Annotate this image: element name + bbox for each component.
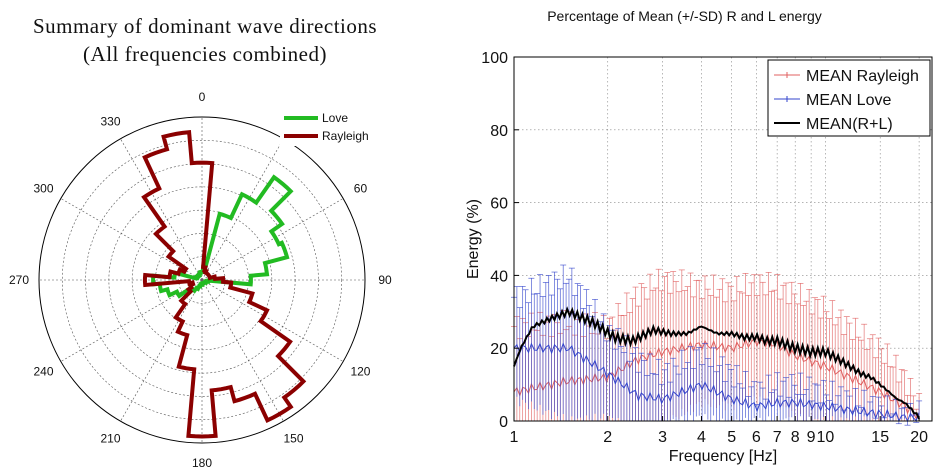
polar-spoke [60, 198, 203, 281]
x-tick-label: 9 [807, 429, 816, 446]
legend-label: MEAN Love [806, 92, 891, 109]
polar-angle-label: 150 [283, 431, 303, 445]
y-axis-label: Energy (%) [465, 199, 482, 279]
polar-angle-label: 240 [34, 365, 54, 379]
energy-legend: MEAN Rayleigh MEAN Love MEAN(R+L) [767, 59, 931, 137]
x-tick-label: 1 [510, 429, 519, 446]
polar-angle-label: 180 [192, 456, 212, 469]
energy-chart-title: Percentage of Mean (+/-SD) R and L energ… [547, 8, 822, 24]
polar-series-rayleigh [141, 129, 307, 439]
polar-chart-subtitle: (All frequencies combined) [83, 42, 327, 66]
polar-angle-label: 0 [199, 90, 206, 104]
polar-legend: Love Rayleigh [280, 108, 380, 146]
energy-chart-panel: Percentage of Mean (+/-SD) R and L energ… [430, 0, 939, 469]
x-tick-label: 8 [791, 429, 800, 446]
polar-angle-label: 270 [9, 273, 29, 287]
polar-angle-label: 120 [350, 365, 370, 379]
x-tick-label: 10 [816, 429, 834, 446]
polar-spoke [201, 198, 344, 281]
energy-chart: 0 20 40 60 80 100 1 2 3 4 5 6 7 8 9 10 15 20 Frequency [Hz… [465, 50, 933, 465]
plot-frame [513, 56, 933, 422]
y-tick-label: 20 [490, 341, 508, 358]
legend-label: MEAN(R+L) [806, 116, 893, 133]
polar-series-love [151, 174, 294, 299]
polar-spoke [120, 279, 203, 422]
y-tick-label: 80 [490, 123, 508, 140]
legend-label-rayleigh: Rayleigh [322, 129, 369, 143]
legend-label: MEAN Rayleigh [806, 68, 919, 85]
polar-spoke [60, 279, 203, 362]
x-tick-label: 5 [727, 429, 736, 446]
polar-angle-label: 300 [34, 182, 54, 196]
polar-chart-panel: Summary of dominant wave directions (All… [0, 0, 430, 469]
polar-angle-label: 90 [378, 273, 392, 287]
polar-spoke [201, 279, 344, 362]
x-tick-label: 2 [603, 429, 612, 446]
polar-angle-label: 210 [100, 431, 120, 445]
polar-chart-title: Summary of dominant wave directions [32, 14, 378, 38]
polar-angle-label: 60 [354, 182, 368, 196]
x-tick-label: 15 [871, 429, 889, 446]
series-mean-love [511, 264, 923, 426]
legend-label-love: Love [322, 111, 348, 125]
x-tick-label: 3 [658, 429, 667, 446]
polar-spoke [201, 279, 284, 422]
y-tick-label: 0 [499, 414, 508, 431]
y-tick-label: 100 [481, 50, 508, 67]
mean-line [513, 342, 920, 423]
polar-grid-ring [61, 139, 343, 421]
x-tick-label: 20 [910, 429, 928, 446]
polar-spoke [201, 138, 284, 281]
x-tick-label: 4 [697, 429, 706, 446]
polar-legend-bg [280, 108, 380, 146]
polar-angle-label: 330 [100, 115, 120, 129]
polar-spoke [120, 138, 203, 281]
polar-grid-ring [155, 233, 249, 327]
x-axis-label: Frequency [Hz] [669, 448, 777, 465]
y-tick-label: 40 [490, 268, 508, 285]
series-mean-r-plus-l [513, 306, 921, 420]
polar-chart: 0306090120150180210240270300330LoveRayle… [9, 90, 392, 469]
x-tick-label: 7 [773, 429, 782, 446]
y-tick-label: 60 [490, 196, 508, 213]
mean-line [513, 336, 920, 420]
x-tick-label: 6 [752, 429, 761, 446]
